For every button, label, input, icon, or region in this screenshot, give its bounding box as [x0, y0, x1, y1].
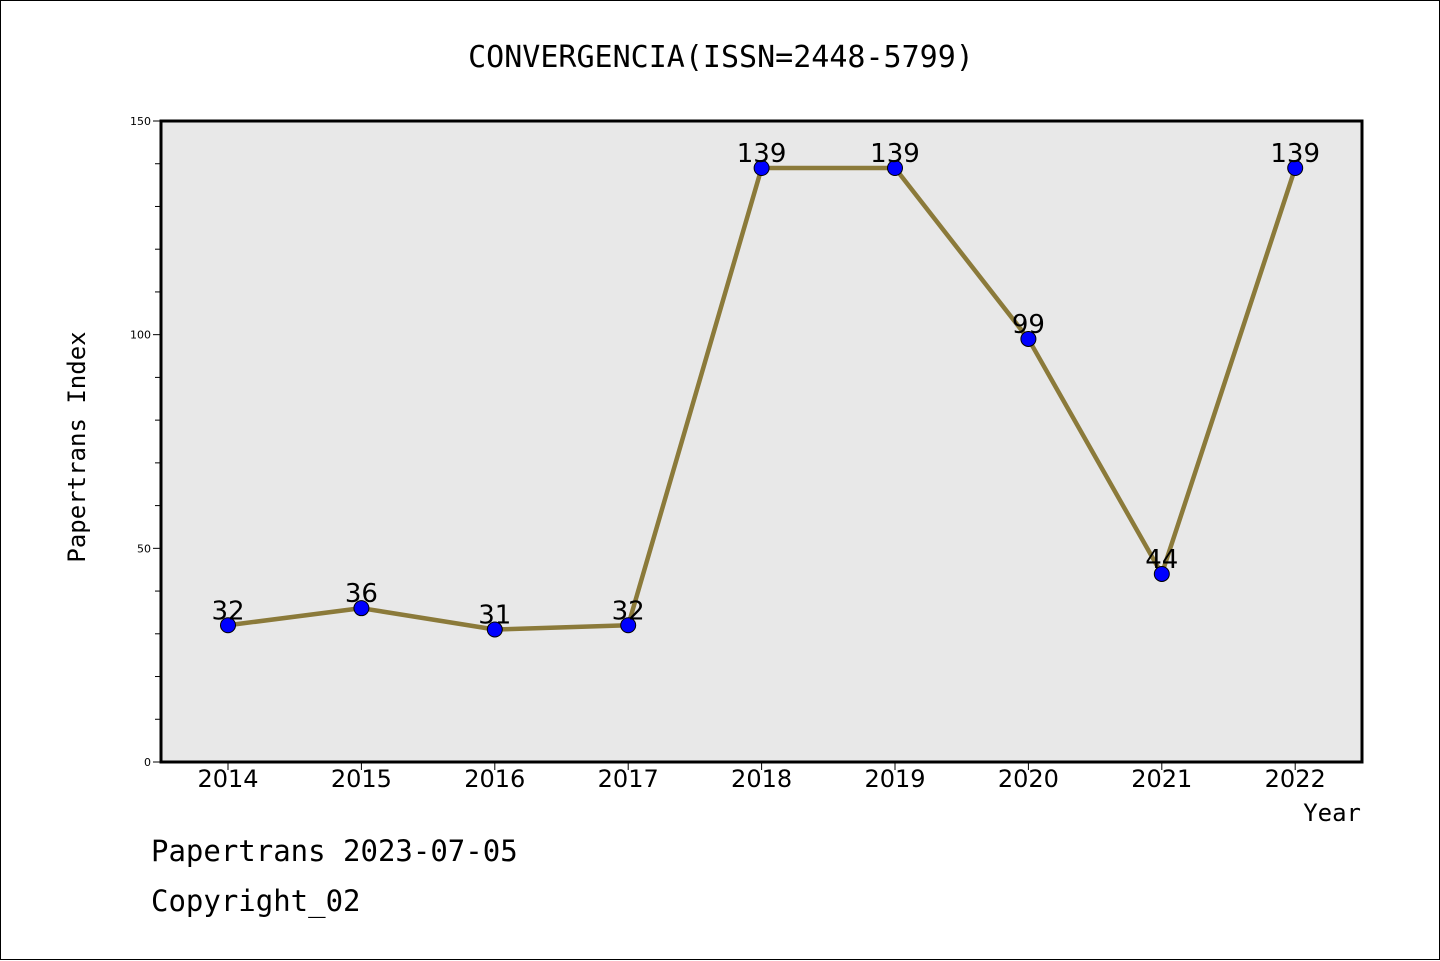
y-axis-label: Papertrans Index [63, 331, 91, 562]
data-label: 139 [737, 139, 787, 169]
y-tick-label: 150 [130, 115, 151, 128]
footer-date: Papertrans 2023-07-05 [151, 834, 518, 868]
y-tick-label: 100 [130, 329, 151, 342]
plot-area [161, 121, 1362, 762]
x-axis: 2014 2015 2016 2017 2018 2019 2020 2021 2022 [197, 762, 1326, 793]
chart-title: CONVERGENCIA(ISSN=2448-5799) [468, 40, 974, 75]
series-layer: 32 36 31 32 139 139 99 44 139 [211, 139, 1320, 638]
x-axis-label: Year [1303, 799, 1361, 827]
y-tick-label: 0 [144, 756, 151, 769]
x-tick-label: 2017 [598, 765, 659, 793]
data-label: 44 [1145, 545, 1178, 575]
footer-copyright: Copyright_02 [151, 884, 361, 918]
data-point [1287, 160, 1304, 177]
data-label: 139 [870, 139, 920, 169]
data-label: 32 [211, 596, 244, 626]
data-label: 36 [345, 579, 378, 609]
x-tick-label: 2015 [331, 765, 392, 793]
data-point [1153, 565, 1170, 582]
x-tick-label: 2014 [197, 765, 258, 793]
x-tick-label: 2020 [998, 765, 1059, 793]
x-tick-label: 2021 [1131, 765, 1192, 793]
x-tick-label: 2016 [464, 765, 525, 793]
data-point [353, 600, 370, 617]
data-point [486, 621, 503, 638]
x-tick-label: 2022 [1265, 765, 1326, 793]
data-point [1020, 330, 1037, 347]
data-label: 31 [478, 601, 511, 631]
data-point [887, 160, 903, 177]
plot-border [159, 119, 1364, 764]
data-point [753, 160, 770, 177]
data-label: 32 [612, 596, 645, 626]
x-tick-label: 2018 [731, 765, 792, 793]
data-label: 99 [1012, 310, 1045, 340]
y-tick-label: 50 [137, 542, 151, 555]
x-tick-label: 2019 [864, 765, 925, 793]
data-label: 139 [1270, 139, 1320, 169]
y-axis: 0 50 100 150 [130, 115, 161, 769]
data-point [620, 617, 637, 634]
data-point [220, 617, 236, 634]
